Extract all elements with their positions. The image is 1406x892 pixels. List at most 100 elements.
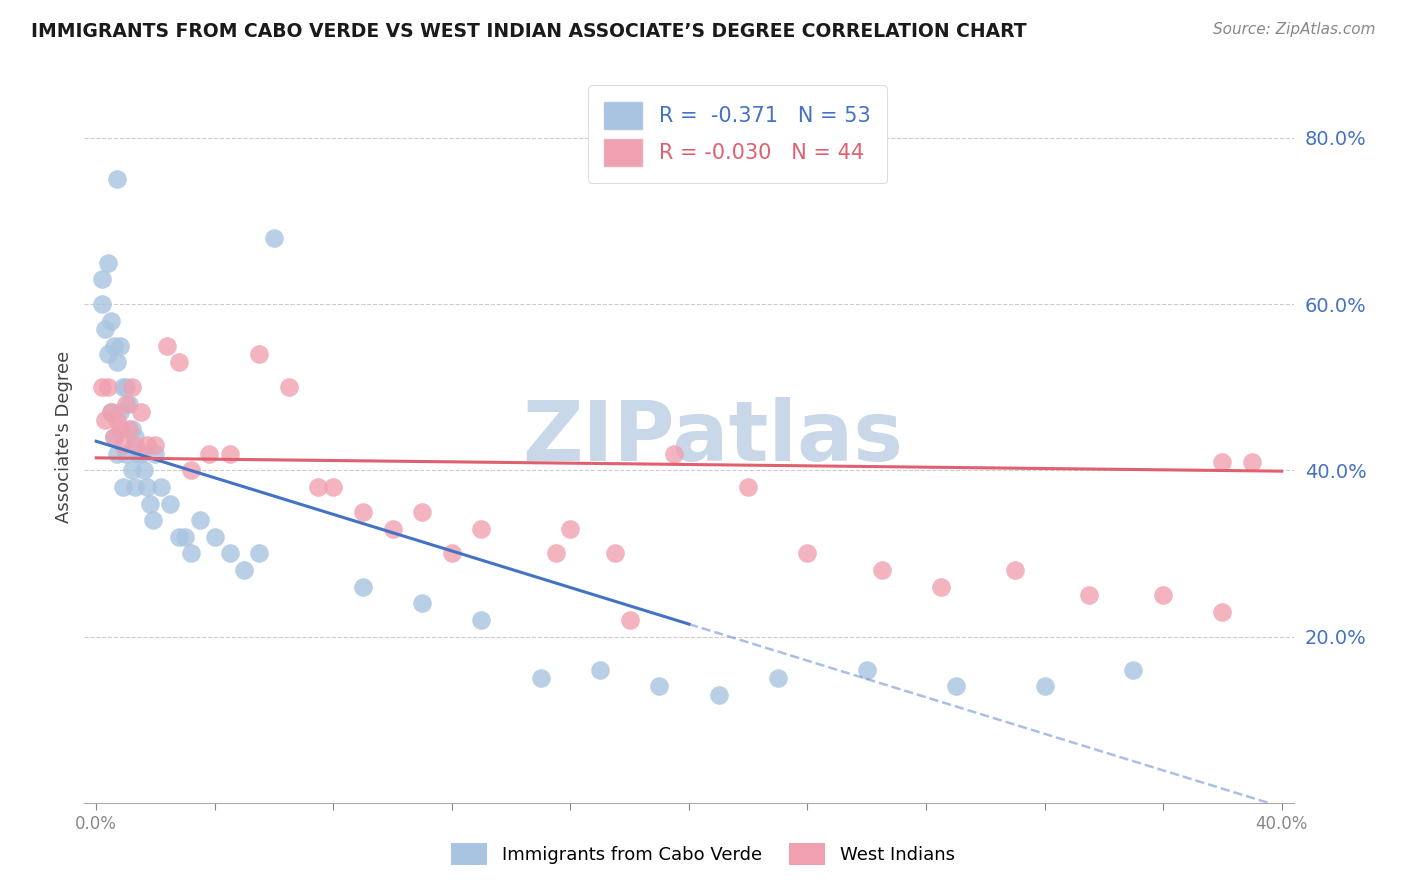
Point: [103, 430, 125, 444]
Point: [105, 413, 128, 427]
Point: [560, 521, 582, 535]
Point: [141, 513, 163, 527]
Point: [91, 272, 114, 286]
Y-axis label: Associate's Degree: Associate's Degree: [55, 351, 73, 524]
Point: [108, 338, 131, 352]
Point: [124, 438, 146, 452]
Point: [129, 405, 152, 419]
Point: [929, 580, 952, 594]
Point: [277, 380, 299, 394]
Text: IMMIGRANTS FROM CABO VERDE VS WEST INDIAN ASSOCIATE’S DEGREE CORRELATION CHART: IMMIGRANTS FROM CABO VERDE VS WEST INDIA…: [31, 22, 1026, 41]
Point: [470, 521, 492, 535]
Point: [233, 563, 256, 577]
Point: [662, 447, 685, 461]
Point: [470, 613, 492, 627]
Point: [180, 546, 202, 560]
Point: [174, 530, 197, 544]
Point: [1004, 563, 1026, 577]
Point: [308, 480, 330, 494]
Point: [100, 405, 122, 419]
Text: ZIPatlas: ZIPatlas: [523, 397, 904, 477]
Point: [167, 530, 190, 544]
Point: [124, 480, 146, 494]
Point: [145, 438, 167, 452]
Point: [156, 338, 179, 352]
Point: [115, 397, 138, 411]
Point: [94, 322, 117, 336]
Point: [105, 172, 128, 186]
Point: [247, 347, 270, 361]
Point: [129, 447, 152, 461]
Point: [91, 297, 114, 311]
Point: [381, 521, 404, 535]
Point: [263, 230, 285, 244]
Point: [145, 447, 167, 461]
Point: [118, 397, 141, 411]
Point: [796, 546, 818, 560]
Point: [870, 563, 893, 577]
Point: [115, 380, 138, 394]
Point: [589, 663, 612, 677]
Point: [115, 447, 138, 461]
Point: [100, 405, 122, 419]
Point: [111, 380, 134, 394]
Point: [97, 380, 120, 394]
Point: [159, 497, 181, 511]
Point: [103, 338, 125, 352]
Point: [94, 413, 117, 427]
Point: [530, 671, 553, 685]
Point: [204, 530, 226, 544]
Point: [737, 480, 759, 494]
Point: [1211, 455, 1233, 469]
Point: [121, 380, 143, 394]
Point: [100, 314, 122, 328]
Point: [150, 480, 173, 494]
Point: [105, 447, 128, 461]
Point: [132, 463, 155, 477]
Point: [103, 430, 125, 444]
Point: [352, 580, 374, 594]
Point: [766, 671, 789, 685]
Point: [440, 546, 463, 560]
Point: [121, 463, 143, 477]
Point: [111, 480, 134, 494]
Point: [945, 680, 967, 694]
Point: [1211, 605, 1233, 619]
Point: [188, 513, 211, 527]
Point: [1033, 680, 1056, 694]
Point: [218, 447, 240, 461]
Point: [1078, 588, 1101, 602]
Point: [97, 347, 120, 361]
Point: [322, 480, 344, 494]
Point: [97, 255, 120, 269]
Point: [1152, 588, 1174, 602]
Point: [218, 546, 240, 560]
Point: [124, 430, 146, 444]
Point: [135, 438, 157, 452]
Point: [619, 613, 641, 627]
Point: [121, 422, 143, 436]
Point: [648, 680, 671, 694]
Point: [127, 447, 149, 461]
Point: [247, 546, 270, 560]
Point: [411, 596, 433, 610]
Point: [118, 422, 141, 436]
Point: [135, 480, 157, 494]
Point: [138, 497, 160, 511]
Point: [1240, 455, 1263, 469]
Point: [707, 688, 730, 702]
Point: [855, 663, 877, 677]
Point: [108, 405, 131, 419]
Point: [411, 505, 433, 519]
Point: [91, 380, 114, 394]
Point: [198, 447, 221, 461]
Text: Source: ZipAtlas.com: Source: ZipAtlas.com: [1212, 22, 1375, 37]
Point: [180, 463, 202, 477]
Point: [105, 355, 128, 369]
Point: [108, 422, 131, 436]
Legend: R =  -0.371   N = 53, R = -0.030   N = 44: R = -0.371 N = 53, R = -0.030 N = 44: [588, 86, 887, 183]
Point: [167, 355, 190, 369]
Legend: Immigrants from Cabo Verde, West Indians: Immigrants from Cabo Verde, West Indians: [444, 836, 962, 872]
Point: [352, 505, 374, 519]
Point: [1122, 663, 1144, 677]
